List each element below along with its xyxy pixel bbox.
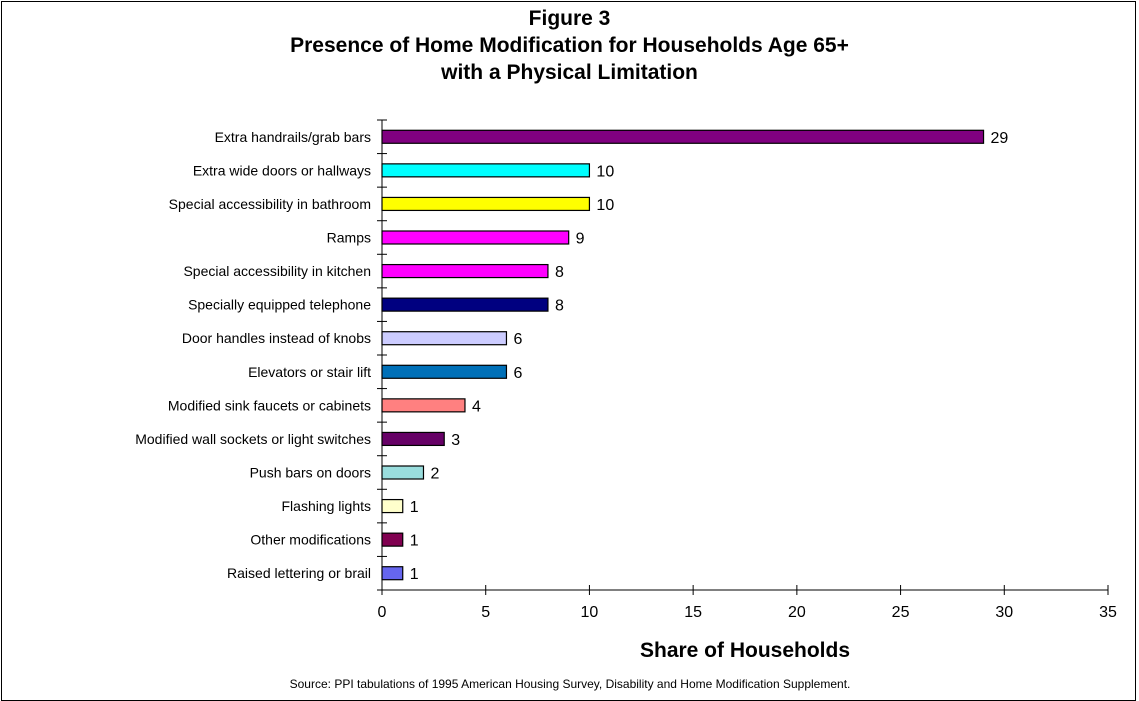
value-label: 29 [991,130,1009,147]
bar [381,163,591,178]
value-label: 6 [513,331,522,348]
source-note: Source: PPI tabulations of 1995 American… [290,677,851,691]
x-tick-label: 25 [892,604,910,621]
category-label: Extra handrails/grab bars [215,129,371,145]
x-tick-label: 30 [995,604,1013,621]
category-label: Modified sink faucets or cabinets [168,397,371,413]
value-label: 3 [451,432,460,449]
x-tick-label: 10 [581,604,599,621]
x-tick-label: 15 [684,604,702,621]
bar [381,532,404,547]
value-label: 8 [555,298,564,315]
category-label: Special accessibility in bathroom [169,196,371,212]
chart-title-line-2: Presence of Home Modification for Househ… [290,34,849,57]
value-label: 10 [596,163,614,180]
bar [381,297,549,312]
x-tick-label: 5 [481,604,490,621]
category-label: Flashing lights [282,498,372,514]
category-label: Raised lettering or brail [227,565,371,581]
bar [381,263,549,279]
bar [381,566,404,581]
value-label: 1 [410,566,419,583]
x-tick-label: 20 [788,604,806,621]
bar [381,196,591,212]
category-label: Elevators or stair lift [248,364,371,380]
value-label: 1 [410,499,419,516]
x-axis-title: Share of Households [640,639,850,662]
bar [381,465,425,480]
chart-title-line-3: with a Physical Limitation [441,61,698,84]
category-label: Door handles instead of knobs [182,330,371,346]
value-label: 2 [430,466,439,483]
bar [381,431,445,447]
bar [381,129,985,144]
bar [381,498,404,514]
x-tick-label: 35 [1099,604,1117,621]
x-tick-label: 0 [378,604,387,621]
bar [381,230,570,245]
category-label: Push bars on doors [250,465,371,481]
value-label: 4 [472,398,481,415]
category-label: Ramps [327,230,371,246]
category-label: Modified wall sockets or light switches [135,431,371,447]
value-label: 10 [596,197,614,214]
category-label: Special accessibility in kitchen [183,263,371,279]
value-label: 9 [576,231,585,248]
chart-title-line-1: Figure 3 [528,7,611,30]
bar [381,331,508,346]
bar [381,398,466,413]
value-label: 6 [513,365,522,382]
value-label: 8 [555,264,564,281]
bar [381,364,508,379]
value-label: 1 [410,533,419,550]
category-label: Extra wide doors or hallways [193,162,371,178]
category-label: Other modifications [250,532,371,548]
category-label: Specially equipped telephone [188,297,371,313]
